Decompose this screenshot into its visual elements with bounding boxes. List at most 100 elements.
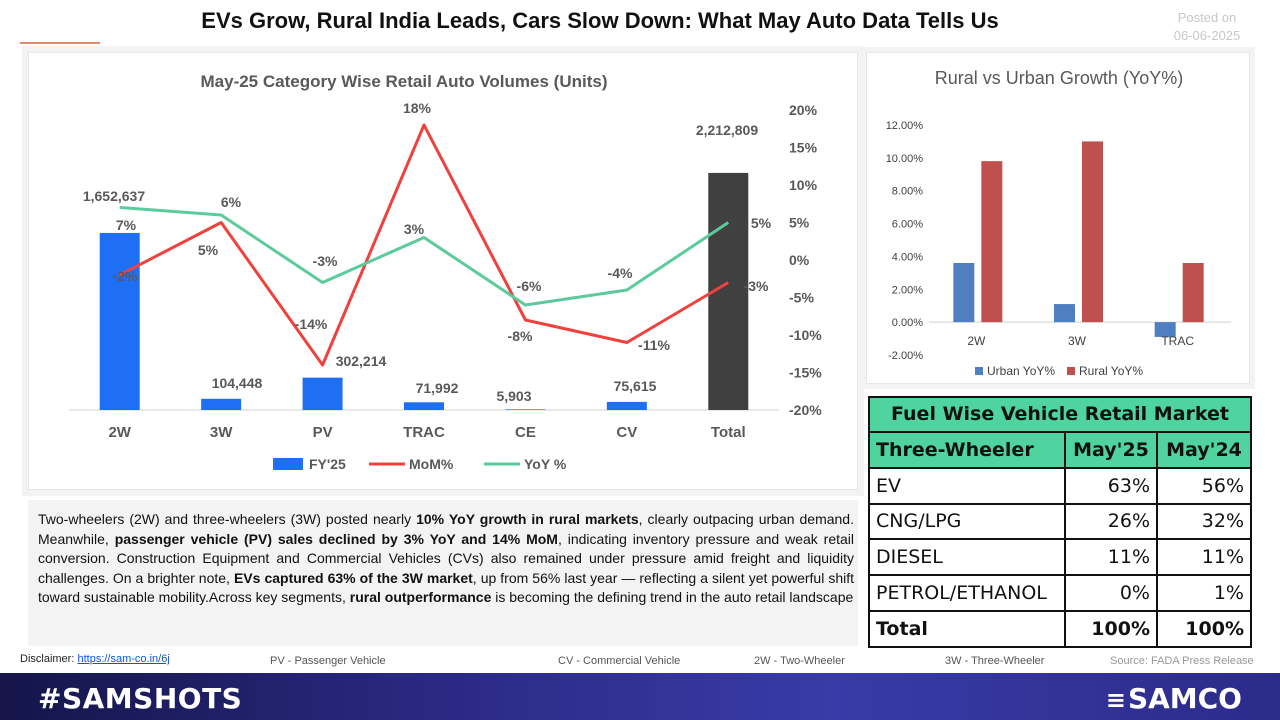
yoy-data-label: -6% xyxy=(517,278,542,294)
bar xyxy=(302,377,343,410)
may25-cell: 63% xyxy=(1064,466,1158,505)
right-axis-tick: 5% xyxy=(789,215,810,231)
chart-title: May-25 Category Wise Retail Auto Volumes… xyxy=(201,72,608,91)
y-tick-label: -2.00% xyxy=(888,350,923,362)
logo-text: SAMCO xyxy=(1127,682,1242,715)
bar-value-label: 5,903 xyxy=(496,388,531,404)
yoy-data-label: 7% xyxy=(116,217,137,233)
right-axis-tick: -20% xyxy=(789,402,822,418)
legend-label: Rural YoY% xyxy=(1079,364,1143,378)
narrative-segment: , up from 56% last year — reflecting a s… xyxy=(38,569,855,606)
posted-value: 06-06-2025 xyxy=(1173,28,1241,43)
bottom-bar: #SAMSHOTS ≡SAMCO xyxy=(0,673,1280,720)
narrative-segment: , indicating inventory pressure and weak… xyxy=(38,530,854,586)
x-tick-label: 2W xyxy=(108,424,131,441)
bar-rural xyxy=(981,161,1003,323)
right-axis-tick: -5% xyxy=(789,290,814,306)
may24-cell: 11% xyxy=(1156,538,1252,577)
yoy-data-label: -4% xyxy=(608,265,633,281)
fuel-type-cell: CNG/LPG xyxy=(868,502,1066,541)
total-may25-cell: 100% xyxy=(1064,610,1158,648)
fuel-type-cell: PETROL/ETHANOL xyxy=(868,574,1066,613)
bar-value-label: 71,992 xyxy=(416,380,459,396)
legend-label: FY'25 xyxy=(309,456,346,472)
mom-data-label: 18% xyxy=(403,100,432,116)
x-tick-label: CV xyxy=(616,424,637,441)
right-axis-tick: 0% xyxy=(789,252,810,268)
hashtag: #SAMSHOTS xyxy=(38,682,243,715)
legend-label: MoM% xyxy=(409,456,454,472)
yoy-data-label: 5% xyxy=(751,215,772,231)
narrative-highlight: passenger vehicle (PV) sales declined by… xyxy=(114,530,558,547)
chart-title: Rural vs Urban Growth (YoY%) xyxy=(935,68,1183,88)
x-tick-label: 3W xyxy=(1068,334,1087,348)
yoy-data-label: 3% xyxy=(404,221,425,237)
page-title: EVs Grow, Rural India Leads, Cars Slow D… xyxy=(201,8,999,33)
may25-cell: 11% xyxy=(1064,538,1158,577)
narrative-text: Two-wheelers (2W) and three-wheelers (3W… xyxy=(28,500,858,646)
narrative-segment: is becoming the defining trend in the au… xyxy=(491,589,854,605)
bar-value-label: 302,214 xyxy=(336,353,387,369)
yoy-data-label: -3% xyxy=(313,253,338,269)
volumes-chart-panel: May-25 Category Wise Retail Auto Volumes… xyxy=(28,52,858,490)
bar xyxy=(404,402,444,410)
right-axis-tick: -10% xyxy=(789,327,822,343)
bar-value-label: 104,448 xyxy=(212,375,263,391)
abbr-cv: CV - Commercial Vehicle xyxy=(558,655,681,667)
title-underline xyxy=(20,42,100,44)
disclaimer: Disclaimer: https://sam-co.in/6j xyxy=(20,653,170,665)
right-axis-tick: 10% xyxy=(789,177,818,193)
disclaimer-link[interactable]: https://sam-co.in/6j xyxy=(77,653,170,665)
samco-logo: ≡SAMCO xyxy=(1106,682,1242,715)
bar xyxy=(201,398,242,410)
total-label-cell: Total xyxy=(868,610,1066,648)
may24-cell: 1% xyxy=(1156,574,1252,613)
x-tick-label: Total xyxy=(711,424,746,441)
legend-label: YoY % xyxy=(524,456,567,472)
fuel-table-total-row: Total 100% 100% xyxy=(868,610,1252,648)
total-may24-cell: 100% xyxy=(1156,610,1252,648)
bar-urban xyxy=(1154,322,1176,337)
mom-data-label: 5% xyxy=(198,242,219,258)
narrative-highlight: EVs captured 63% of the 3W market xyxy=(233,569,473,586)
source-note: Source: FADA Press Release xyxy=(1110,655,1254,667)
mom-data-label: -11% xyxy=(638,337,670,353)
x-tick-label: TRAC xyxy=(1161,334,1194,348)
legend-bar-swatch xyxy=(273,458,303,470)
posted-label: Posted on xyxy=(1177,10,1237,25)
yoy-data-label: 6% xyxy=(221,194,242,210)
bar xyxy=(606,401,647,410)
bar-rural xyxy=(1082,141,1103,323)
legend-rural-swatch xyxy=(1067,367,1075,375)
rural-urban-chart: Rural vs Urban Growth (YoY%) 12.00% 10.00%… xyxy=(886,68,1231,378)
fuel-table-header: Three-Wheeler May'25 May'24 xyxy=(868,430,1252,469)
may25-cell: 0% xyxy=(1064,574,1158,613)
bar-urban xyxy=(1054,304,1075,323)
y-tick-label: 2.00% xyxy=(892,284,923,296)
fuel-table-col-may24: May'24 xyxy=(1156,430,1252,469)
x-tick-label: CE xyxy=(515,424,536,441)
fuel-table-row: EV 63% 56% xyxy=(868,466,1252,505)
rural-urban-chart-panel: Rural vs Urban Growth (YoY%) 12.00% 10.00%… xyxy=(866,52,1250,384)
abbr-pv: PV - Passenger Vehicle xyxy=(270,655,386,667)
abbr-3w: 3W - Three-Wheeler xyxy=(945,655,1045,667)
y-tick-label: 8.00% xyxy=(892,186,923,198)
may24-cell: 32% xyxy=(1156,502,1252,541)
yoy-line xyxy=(119,206,730,307)
mom-data-label: -8% xyxy=(508,328,533,344)
mom-data-label: -3% xyxy=(744,278,769,294)
x-tick-label: TRAC xyxy=(403,424,445,441)
mom-data-label: -2% xyxy=(113,268,138,284)
legend-label: Urban YoY% xyxy=(987,364,1055,378)
bar xyxy=(505,409,546,410)
narrative-highlight: rural outperformance xyxy=(349,589,492,605)
bar-urban xyxy=(953,263,975,323)
bar-value-label: 2,212,809 xyxy=(696,122,758,138)
fuel-type-cell: DIESEL xyxy=(868,538,1066,577)
fuel-table-col-may25: May'25 xyxy=(1064,430,1158,469)
y-tick-label: 10.00% xyxy=(886,153,924,165)
fuel-table: Fuel Wise Vehicle Retail Market Three-Wh… xyxy=(868,396,1252,648)
may24-cell: 56% xyxy=(1156,466,1252,505)
x-tick-label: PV xyxy=(313,424,333,441)
y-tick-label: 0.00% xyxy=(892,317,923,329)
